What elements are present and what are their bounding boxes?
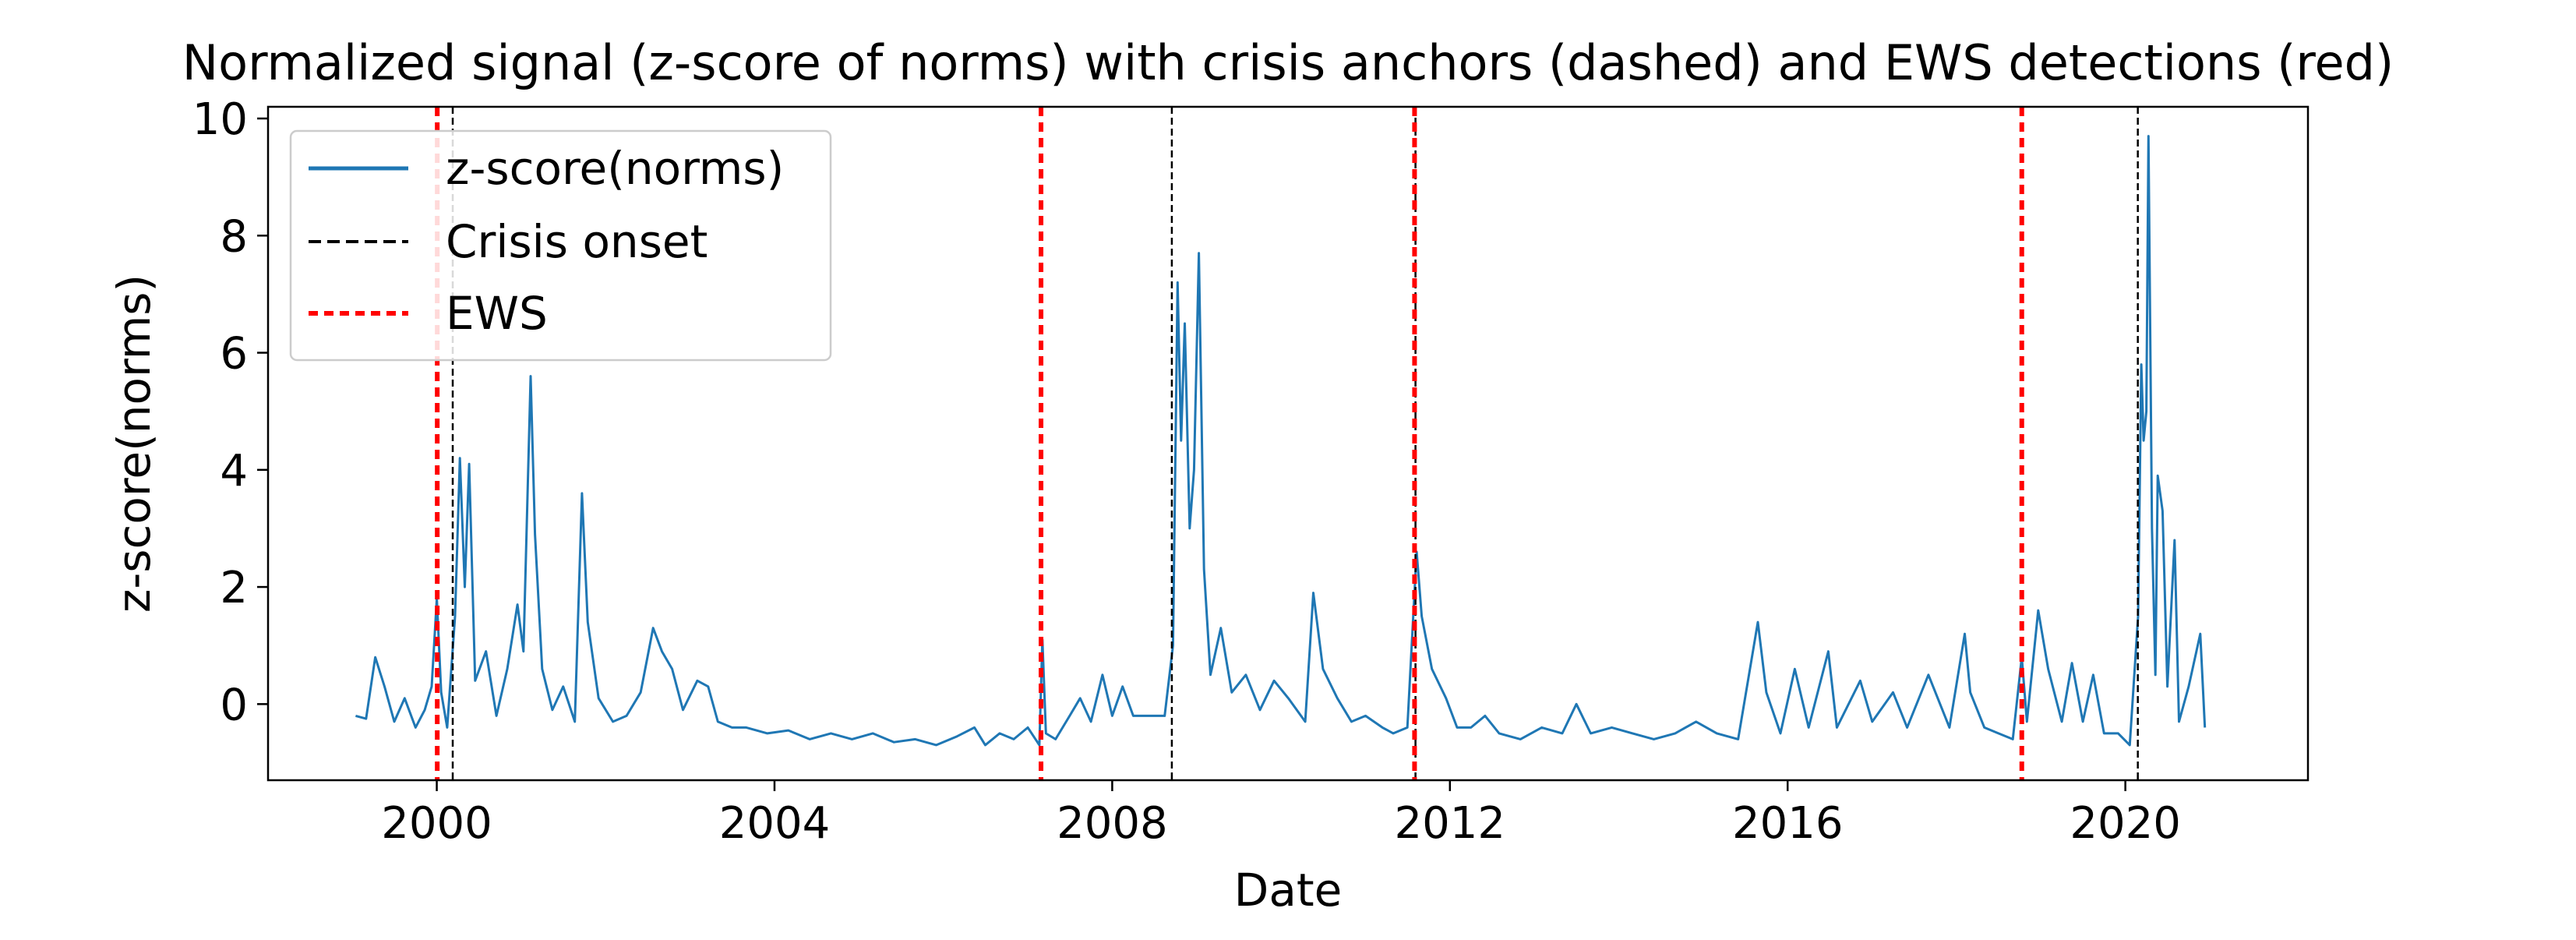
x-axis-label: Date [1234,864,1343,917]
y-tick-label-0: 0 [220,680,248,730]
x-tick-label-5: 2020 [2070,798,2181,849]
plot-content [355,107,2207,780]
plot-frame [266,105,2310,782]
x-axis: 2000 2004 2008 2012 2016 2020 [381,780,2181,849]
y-axis: 0 2 4 6 8 10 [192,94,268,730]
y-tick-label-2: 4 [220,446,248,497]
y-tick-label-3: 6 [220,329,248,380]
series-line-0 [355,135,2207,747]
x-tick-label-1: 2004 [719,798,831,849]
x-tick-label-0: 2000 [381,798,492,849]
legend: z-score(norms) Crisis onset EWS [289,129,832,362]
x-tick-label-4: 2016 [1732,798,1844,849]
y-tick-label-1: 2 [220,563,248,613]
legend-ews-label: EWS [446,287,548,340]
legend-box [289,129,832,362]
y-tick-label-5: 10 [192,94,248,145]
legend-signal-label: z-score(norms) [446,142,784,195]
y-axis-label: z-score(norms) [108,274,161,613]
x-tick-label-2: 2008 [1057,798,1168,849]
chart-title: Normalized signal (z-score of norms) wit… [182,34,2394,91]
legend-crisis-label: Crisis onset [446,215,708,268]
y-tick-label-4: 8 [220,211,248,262]
x-tick-label-3: 2012 [1395,798,1506,849]
